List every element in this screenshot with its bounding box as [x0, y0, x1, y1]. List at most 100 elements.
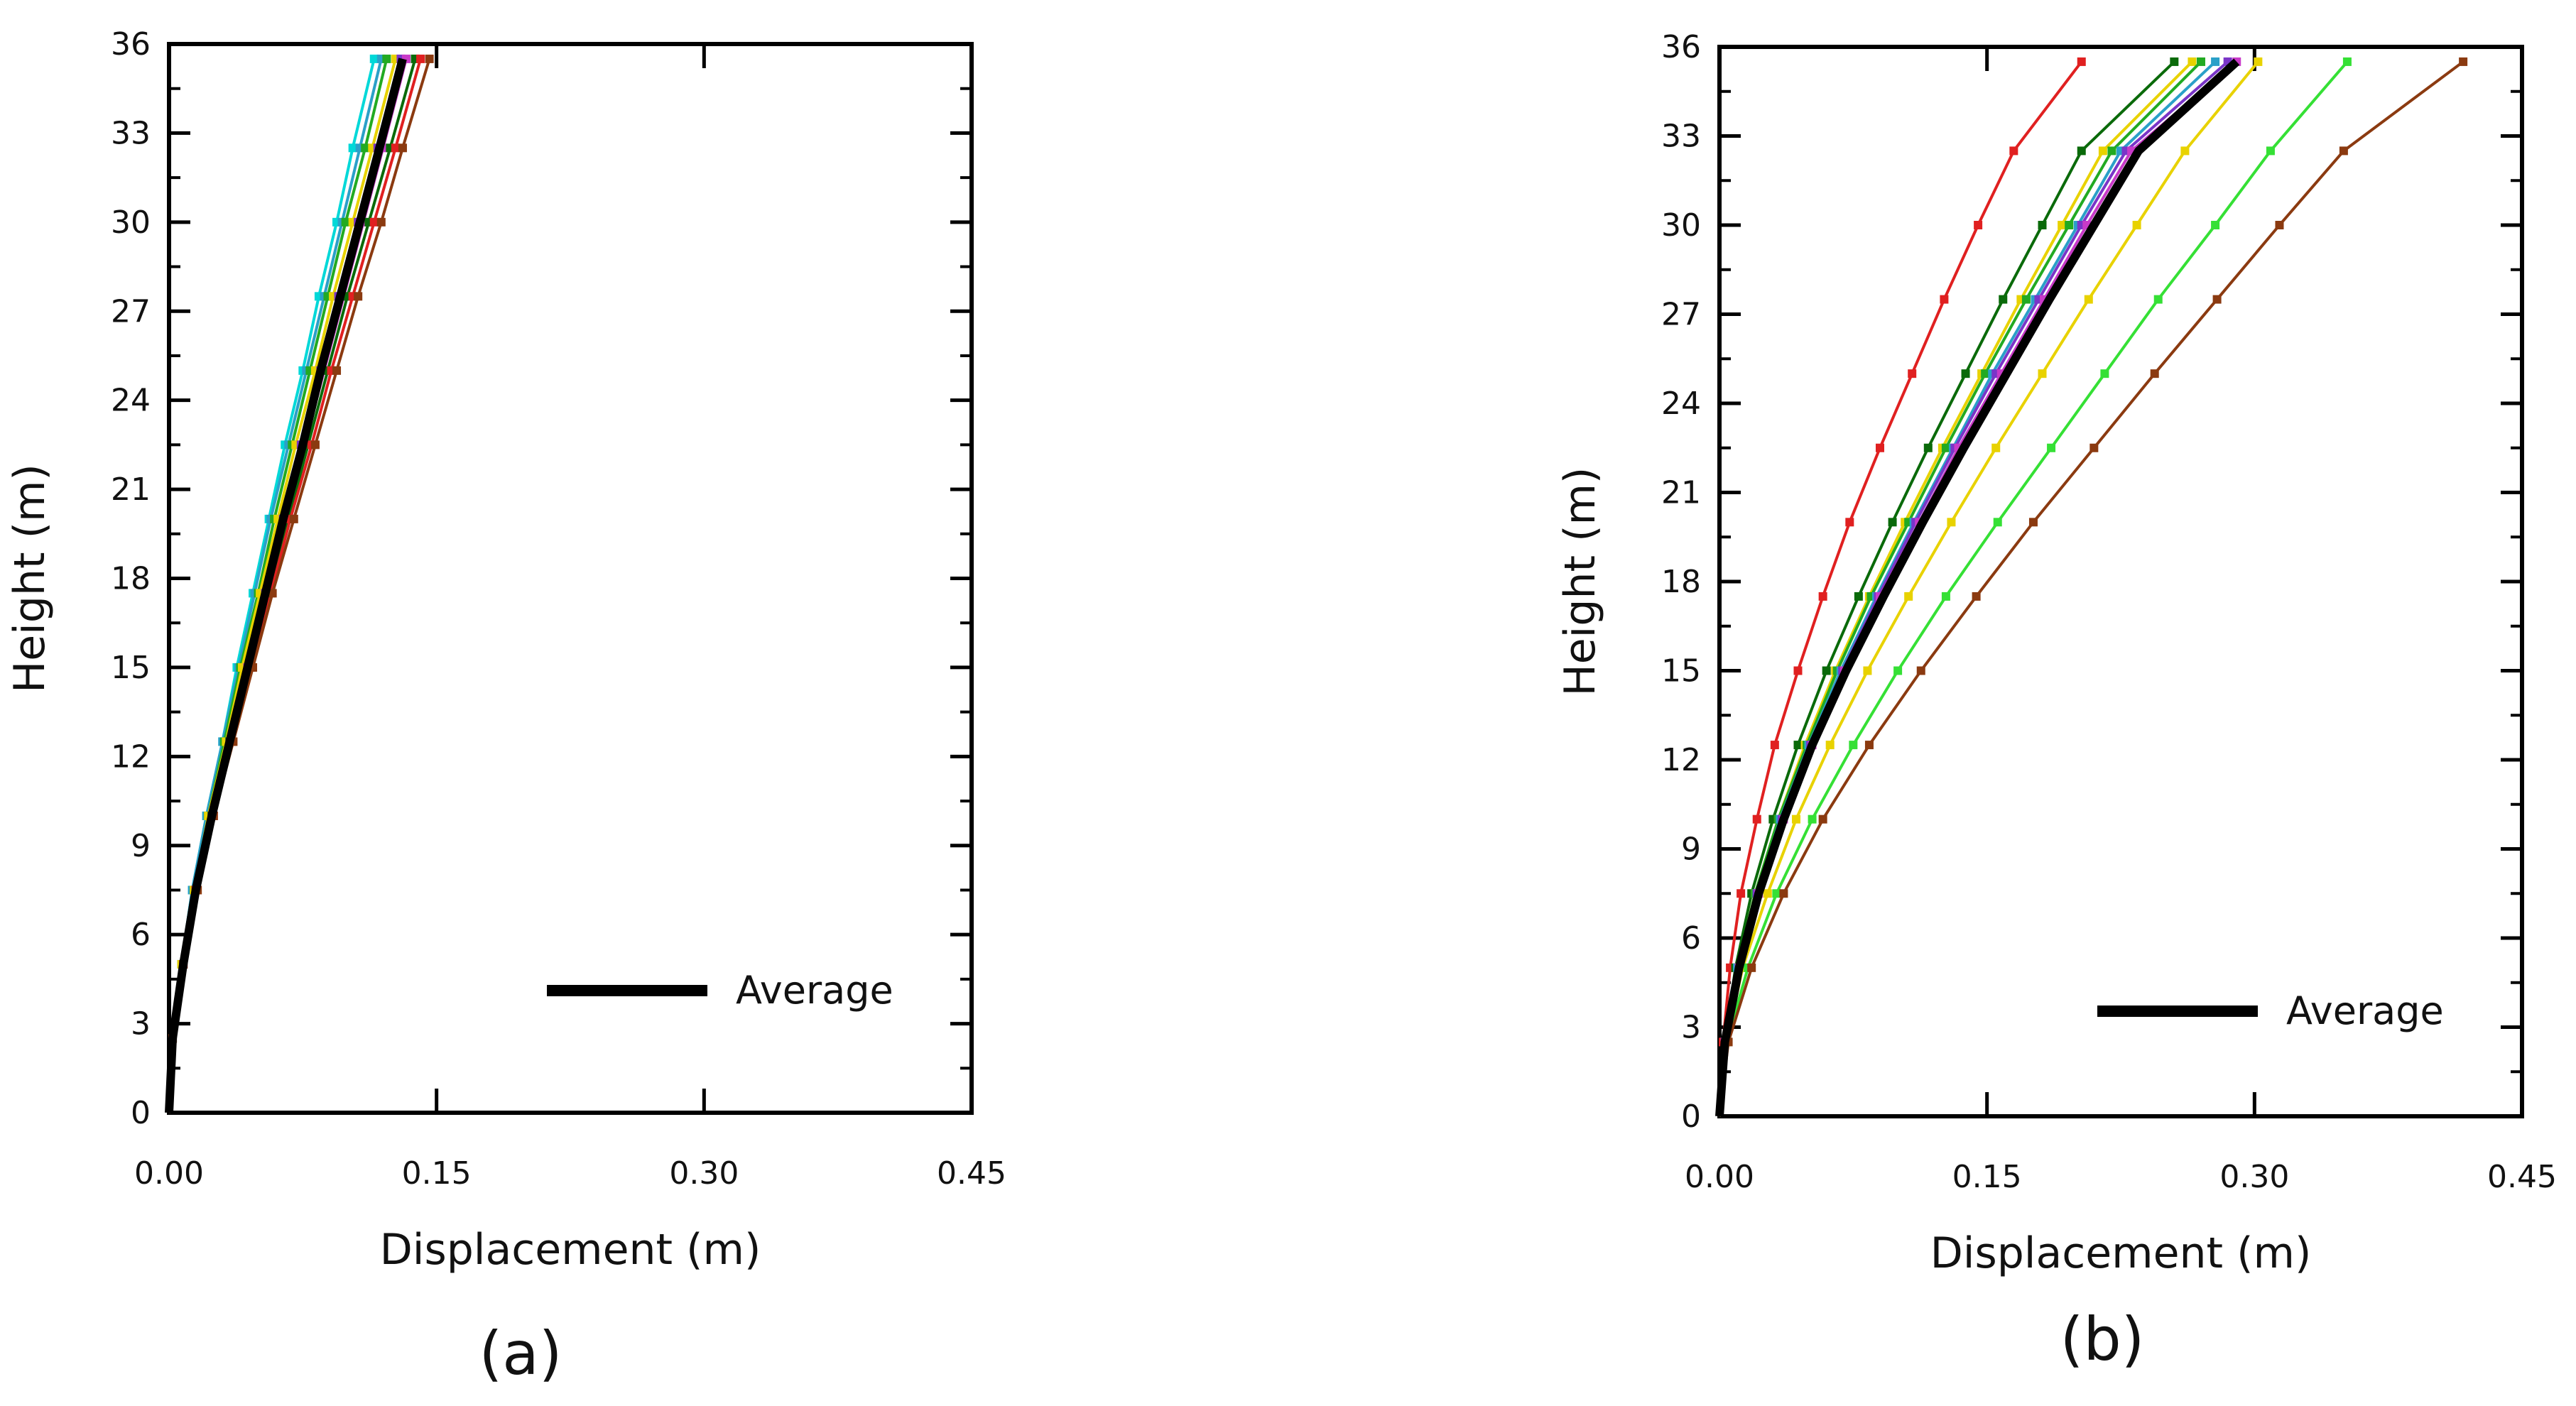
- series-marker: [1747, 963, 1756, 972]
- series-marker: [354, 292, 363, 301]
- y-tick-label: 18: [1661, 564, 1701, 600]
- series-marker: [1908, 369, 1917, 378]
- series-line: [1718, 60, 2259, 1117]
- y-axis-label-b: Height (m): [1555, 467, 1605, 697]
- series-marker: [369, 217, 379, 227]
- series-marker: [2275, 221, 2284, 229]
- series-marker: [1849, 741, 1858, 750]
- series-marker: [1876, 443, 1884, 452]
- y-tick-label: 3: [1681, 1010, 1701, 1046]
- plot-area-frame-b: [1717, 45, 2524, 1118]
- y-tick-label: 0: [131, 1095, 151, 1131]
- series-line: [168, 58, 417, 1113]
- y-tick-label: 15: [111, 650, 151, 686]
- series-marker: [369, 54, 379, 63]
- series-marker: [2084, 295, 2093, 304]
- y-tick-label: 33: [1661, 119, 1701, 155]
- y-tick-label: 33: [111, 115, 151, 151]
- series-marker: [425, 54, 434, 63]
- series-marker: [1904, 592, 1913, 601]
- series-marker: [2188, 57, 2197, 66]
- y-tick-label: 15: [1661, 653, 1701, 690]
- series-marker: [289, 514, 298, 523]
- series-marker: [2100, 369, 2109, 378]
- series-marker: [1825, 741, 1835, 750]
- series-marker: [1888, 518, 1897, 527]
- legend-label-b: Average: [2286, 988, 2444, 1033]
- series-marker: [2021, 295, 2031, 304]
- series-marker: [2058, 221, 2067, 229]
- series-marker: [1763, 889, 1772, 898]
- series-marker: [2266, 146, 2275, 156]
- series-marker: [1845, 518, 1854, 527]
- series-marker: [2038, 369, 2047, 378]
- x-tick-label: 0.45: [2487, 1159, 2557, 1195]
- panel-label-a: (a): [479, 1319, 562, 1388]
- series-marker: [1752, 814, 1761, 824]
- series-marker: [1818, 592, 1827, 601]
- series-line: [168, 58, 431, 1113]
- x-axis-label-b: Displacement (m): [1930, 1228, 2312, 1278]
- series-marker: [1864, 741, 1874, 750]
- y-tick-label: 36: [111, 26, 151, 62]
- series-marker: [2211, 221, 2220, 229]
- y-tick-label: 21: [111, 472, 151, 508]
- y-tick-label: 18: [111, 561, 151, 597]
- series-marker: [348, 143, 357, 153]
- plot-area-frame-a: [167, 42, 974, 1115]
- series-marker: [2212, 295, 2222, 304]
- series-marker: [1981, 369, 1990, 378]
- x-axis-label-a: Displacement (m): [380, 1225, 761, 1275]
- legend-label-a: Average: [736, 968, 893, 1013]
- series-group-a: [165, 54, 434, 1113]
- y-tick-label: 6: [131, 917, 151, 953]
- series-marker: [2098, 146, 2107, 156]
- y-tick-label: 9: [1681, 832, 1701, 868]
- series-marker: [391, 143, 400, 153]
- panel-label-b: (b): [2060, 1304, 2145, 1374]
- average-line: [1715, 58, 2240, 1117]
- axis-ticks-a: [169, 44, 972, 1113]
- series-marker: [1863, 666, 1872, 675]
- series-marker: [1770, 741, 1779, 750]
- series-marker: [2107, 146, 2116, 156]
- series-marker: [2254, 57, 2263, 66]
- series-marker: [2028, 518, 2038, 527]
- series-marker: [2150, 369, 2159, 378]
- y-tick-label: 24: [1661, 386, 1701, 422]
- series-marker: [1961, 369, 1970, 378]
- series-marker: [2342, 57, 2352, 66]
- series-line: [1718, 60, 2229, 1117]
- y-axis-label-a: Height (m): [5, 464, 55, 693]
- y-tick-label: 12: [111, 739, 151, 775]
- series-marker: [2153, 295, 2163, 304]
- series-marker: [1972, 592, 1981, 601]
- y-tick-label: 21: [1661, 475, 1701, 511]
- series-marker: [1854, 592, 1863, 601]
- series-line: [1718, 60, 2238, 1117]
- y-tick-label: 3: [131, 1006, 151, 1042]
- series-marker: [1916, 666, 1925, 675]
- series-marker: [1991, 443, 2001, 452]
- x-tick-label: 0.00: [1685, 1159, 1754, 1195]
- axis-ticks-b: [1719, 47, 2522, 1116]
- series-line: [1718, 60, 2349, 1117]
- series-marker: [1923, 443, 1933, 452]
- y-tick-label: 36: [1661, 29, 1701, 65]
- series-marker: [1941, 443, 1950, 452]
- x-tick-label: 0.15: [402, 1155, 472, 1192]
- y-tick-label: 30: [111, 205, 151, 241]
- series-marker: [2038, 221, 2047, 229]
- series-marker: [1793, 741, 1803, 750]
- series-marker: [2211, 57, 2220, 66]
- series-marker: [2197, 57, 2205, 66]
- series-marker: [268, 589, 277, 598]
- y-tick-label: 9: [131, 828, 151, 864]
- series-marker: [1791, 814, 1800, 824]
- series-marker: [2089, 443, 2099, 452]
- series-marker: [1793, 666, 1803, 675]
